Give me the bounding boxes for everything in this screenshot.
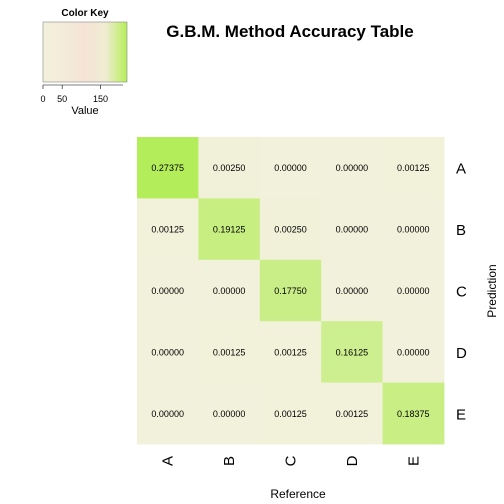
heatmap-cell (321, 259, 383, 322)
row-label: B (456, 222, 466, 239)
heatmap-cell (137, 321, 199, 383)
color-key-label: Value (71, 105, 98, 117)
chart-title: G.B.M. Method Accuracy Table (166, 22, 414, 41)
cell-value-label: 0.00000 (336, 286, 369, 296)
cell-value-label: 0.00000 (213, 286, 246, 296)
color-key-title: Color Key (61, 8, 109, 19)
color-key-tick-label: 0 (40, 94, 45, 104)
heatmap-cell (259, 259, 322, 322)
heatmap-cell (198, 259, 261, 322)
color-key: Color Key 0 50 150 Value (40, 8, 128, 117)
color-key-tick-label: 150 (93, 94, 108, 104)
heatmap-cell (321, 198, 383, 261)
column-label: C (283, 455, 300, 466)
column-labels: A B C D E (160, 455, 423, 466)
cell-value-label: 0.00125 (397, 163, 430, 173)
heatmap-cell (321, 382, 383, 445)
column-label: B (221, 456, 238, 466)
cell-value-label: 0.00125 (336, 409, 369, 419)
heatmap-cell (137, 198, 199, 261)
heatmap-cell (137, 382, 199, 445)
heatmap-cell (259, 321, 322, 383)
heatmap-cell (321, 321, 383, 383)
y-axis-label: Prediction (485, 264, 499, 317)
heatmap-cell (382, 382, 445, 445)
heatmap-cell (382, 259, 445, 322)
cell-value-label: 0.00000 (151, 347, 184, 357)
color-key-ticks: 0 50 150 (40, 85, 108, 104)
cell-value-label: 0.00000 (274, 163, 307, 173)
column-label: D (344, 455, 361, 466)
cell-value-label: 0.00000 (397, 225, 430, 235)
row-label: E (456, 406, 466, 423)
column-label: A (160, 456, 177, 466)
row-label: A (456, 161, 466, 178)
cell-value-label: 0.19125 (213, 225, 246, 235)
cell-value-label: 0.00250 (274, 225, 307, 235)
row-labels: A B C D E (456, 161, 467, 424)
heatmap-cell (137, 259, 199, 322)
cell-value-label: 0.00000 (151, 286, 184, 296)
heatmap-cell (382, 198, 445, 261)
cell-value-label: 0.27375 (151, 163, 184, 173)
heatmap-cell (259, 382, 322, 445)
color-key-tick-label: 50 (57, 94, 67, 104)
cell-value-label: 0.00000 (397, 347, 430, 357)
column-label: E (405, 456, 422, 466)
row-label: D (456, 345, 467, 362)
color-key-gradient (42, 21, 128, 83)
row-label: C (456, 284, 467, 301)
cell-value-label: 0.00000 (397, 286, 430, 296)
cell-value-label: 0.00125 (213, 347, 246, 357)
heatmap-cell (321, 137, 383, 199)
heatmap-cell (198, 382, 261, 445)
heatmap-cell (198, 137, 261, 199)
cell-value-label: 0.00000 (213, 409, 246, 419)
cell-value-label: 0.00000 (336, 225, 369, 235)
heatmap-cell (259, 198, 322, 261)
heatmap-cell (198, 321, 261, 383)
heatmap-cell (137, 137, 199, 199)
cell-value-label: 0.18375 (397, 409, 430, 419)
heatmap-cell (382, 321, 445, 383)
x-axis-label: Reference (270, 487, 326, 501)
cell-value-label: 0.00125 (274, 347, 307, 357)
cell-value-label: 0.00125 (274, 409, 307, 419)
cell-value-label: 0.00000 (151, 409, 184, 419)
heatmap-cells: 0.27375 0.00250 0.00000 0.00000 0.00125 0.001… (137, 137, 445, 445)
heatmap-cell (259, 137, 322, 199)
heatmap-cell (198, 198, 261, 261)
cell-value-label: 0.17750 (274, 286, 307, 296)
cell-value-label: 0.00125 (151, 225, 184, 235)
heatmap-cell (382, 137, 445, 199)
cell-value-label: 0.16125 (336, 347, 369, 357)
cell-value-label: 0.00000 (336, 163, 369, 173)
cell-value-label: 0.00250 (213, 163, 246, 173)
